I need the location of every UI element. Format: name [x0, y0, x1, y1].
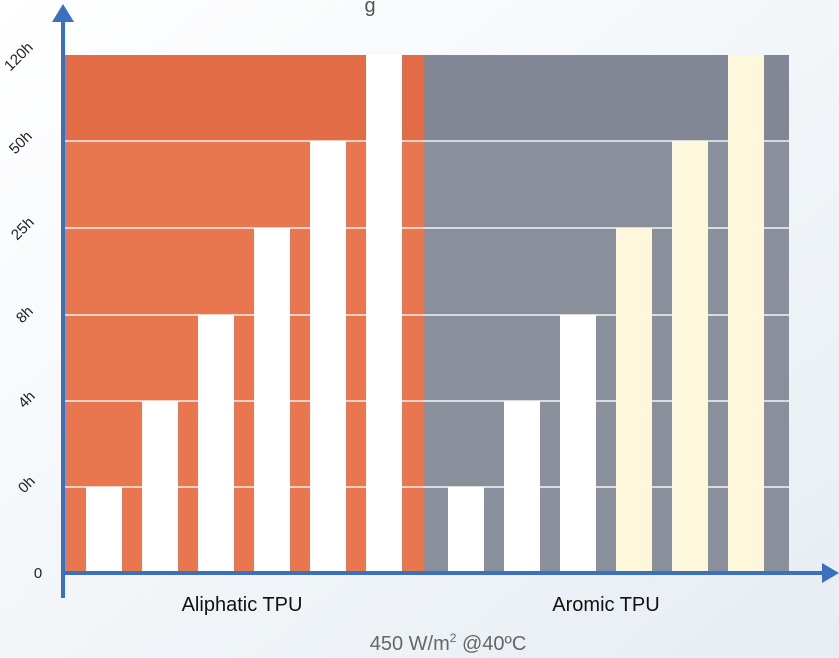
bar-aliphatic-25h — [254, 228, 290, 573]
bar-aliphatic-50h — [310, 141, 346, 573]
top-label-fragment: g — [364, 0, 375, 17]
bar-aromic-120h — [728, 55, 764, 573]
x-axis-title: 450 W/m2 @40ºC — [370, 631, 527, 655]
bar-aliphatic-120h — [366, 55, 402, 573]
y-tick-label: 0 — [34, 565, 42, 582]
x-axis-title-main: 450 W/m — [370, 633, 450, 655]
x-axis-title-superscript: 2 — [450, 631, 457, 645]
x-axis-arrow-icon — [822, 563, 839, 583]
bar-aromic-4h — [504, 401, 540, 573]
category-label-aliphatic: Aliphatic TPU — [182, 594, 303, 616]
x-axis-title-rest: @40ºC — [456, 633, 526, 655]
bar-aliphatic-8h — [198, 315, 234, 573]
bar-aromic-8h — [560, 315, 596, 573]
bar-aromic-50h — [672, 141, 708, 573]
group-top-band-1 — [63, 55, 424, 141]
bar-aliphatic-4h — [142, 401, 178, 573]
bar-aromic-0h — [448, 487, 484, 573]
bar-aromic-25h — [616, 228, 652, 573]
y-axis-arrow-icon — [52, 4, 74, 22]
bar-aliphatic-0h — [86, 487, 122, 573]
category-label-aromic: Aromic TPU — [552, 594, 659, 616]
